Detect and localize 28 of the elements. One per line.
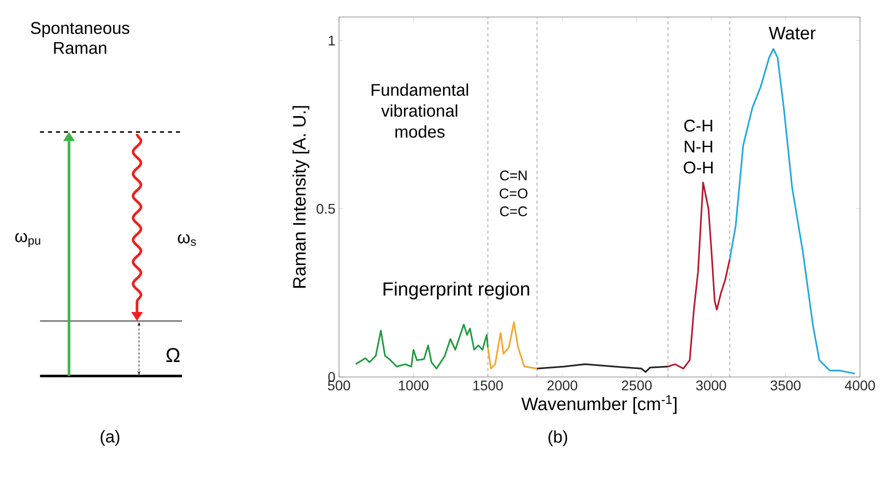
x-tick-label: 2000: [547, 380, 578, 390]
annotation: C-H N-H O-H: [684, 120, 713, 174]
x-tick-label: 2500: [622, 380, 652, 390]
y-axis-title: Raman Intensity [A. U.]: [292, 106, 310, 288]
line-series: [487, 321, 538, 370]
text: ω$_{s}$: [178, 234, 196, 246]
y-tick-label: 0.5: [316, 204, 335, 214]
annotation: Fingerprint region: [384, 282, 530, 300]
line-series: [667, 182, 731, 370]
text: (a): [100, 430, 120, 446]
line-series: [354, 324, 489, 370]
text: ω$_{pu}$: [15, 232, 40, 248]
x-tick-label: 1500: [473, 380, 503, 390]
text: (b): [548, 430, 568, 446]
x-axis-title: Wavenumber [cm$^{-1}$]: [521, 395, 676, 414]
x-tick-label: 4000: [844, 380, 875, 390]
annotation: C=N C=O C=C: [500, 170, 528, 216]
annotation: Water: [768, 26, 816, 40]
line-series: [728, 48, 856, 374]
text: Spontaneous Raman: [30, 22, 130, 54]
text: Ω: [166, 348, 180, 362]
x-tick-label: 1000: [398, 380, 428, 390]
annotation: Fundamental vibrational modes: [372, 83, 468, 138]
y-tick-label: 1: [328, 36, 335, 46]
x-tick-label: 3500: [770, 380, 801, 390]
x-tick-label: 3000: [696, 380, 726, 390]
line-series: [536, 363, 669, 373]
x-tick-label: 500: [328, 380, 350, 390]
